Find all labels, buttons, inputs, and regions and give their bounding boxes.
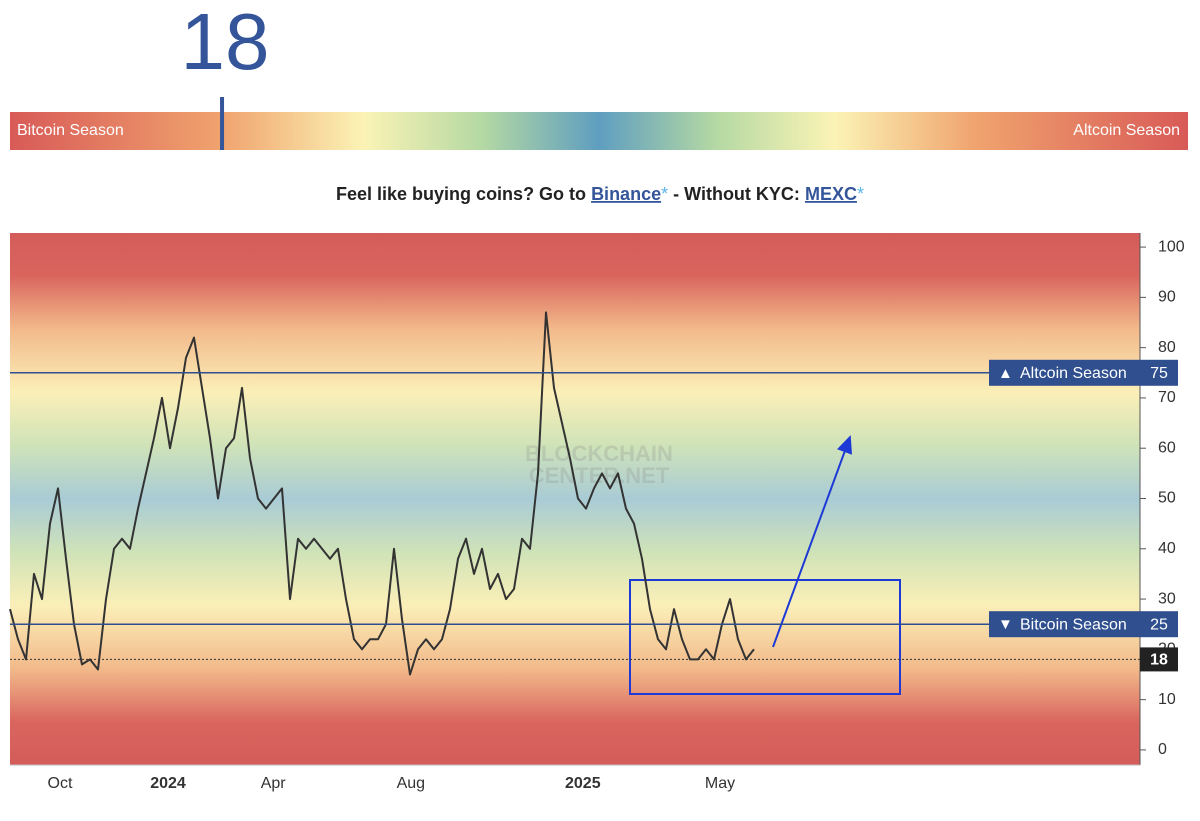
highlight-box (629, 579, 901, 695)
asterisk: * (857, 184, 864, 204)
watermark: CENTER.NET (529, 463, 670, 488)
plot-background (10, 233, 1140, 765)
x-tick-label: 2024 (150, 775, 186, 792)
threshold-value: 25 (1150, 616, 1168, 633)
current-label-box (1140, 647, 1178, 672)
asterisk: * (661, 184, 668, 204)
threshold-label-box (989, 359, 1178, 386)
binance-link[interactable]: Binance (591, 184, 661, 204)
watermark: BLOCKCHAIN (525, 441, 673, 466)
threshold-value: 75 (1150, 365, 1168, 382)
threshold-icon: ▲ (998, 365, 1013, 382)
y-tick-label: 90 (1158, 289, 1176, 306)
y-tick-label: 80 (1158, 339, 1176, 356)
y-tick-label: 50 (1158, 490, 1176, 507)
promo-text: Feel like buying coins? Go to (336, 184, 586, 204)
x-tick-label: Oct (48, 775, 73, 792)
arrow (772, 435, 853, 648)
x-tick-label: Aug (397, 775, 425, 792)
series-line (9, 311, 755, 676)
x-tick-label: Apr (261, 775, 287, 792)
y-tick-label: 60 (1158, 439, 1176, 456)
threshold-label: Bitcoin Season (1020, 616, 1127, 633)
gauge-right-label: Altcoin Season (1073, 122, 1180, 139)
gauge-left-label: Bitcoin Season (17, 122, 124, 139)
x-tick-label: May (705, 775, 735, 792)
threshold-label-box (989, 611, 1178, 638)
promo-banner: Feel like buying coins? Go to Binance* -… (336, 184, 864, 204)
threshold-icon: ▼ (998, 616, 1013, 633)
y-tick-label: 0 (1158, 741, 1167, 758)
x-tick-label: 2025 (565, 775, 601, 792)
season-gauge (10, 112, 1188, 150)
y-tick-label: 70 (1158, 389, 1176, 406)
current-value: 18 (181, 0, 270, 86)
y-tick-label: 100 (1158, 238, 1185, 255)
y-tick-label: 40 (1158, 540, 1176, 557)
current-label: 18 (1150, 652, 1168, 669)
y-tick-label: 30 (1158, 590, 1176, 607)
y-tick-label: 10 (1158, 691, 1176, 708)
promo-text: - Without KYC: (673, 184, 800, 204)
mexc-link[interactable]: MEXC (805, 184, 857, 204)
threshold-label: Altcoin Season (1020, 365, 1127, 382)
